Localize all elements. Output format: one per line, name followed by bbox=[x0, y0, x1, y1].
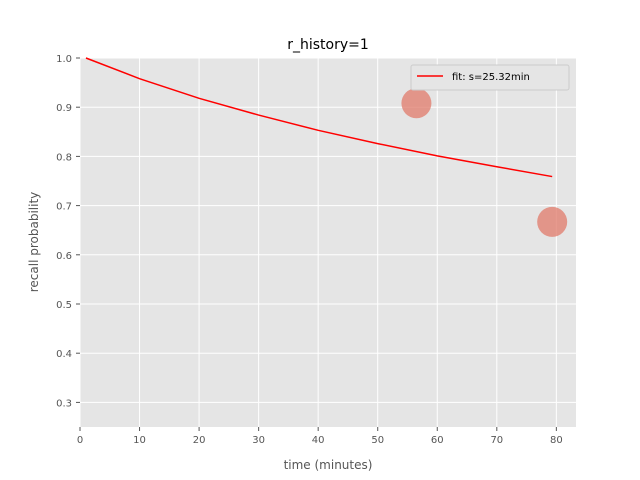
scatter-point bbox=[401, 88, 432, 119]
x-tick-label: 60 bbox=[431, 435, 444, 446]
x-tick-label: 0 bbox=[77, 435, 83, 446]
x-tick-label: 50 bbox=[371, 435, 384, 446]
y-tick-label: 1.0 bbox=[56, 54, 72, 65]
x-tick-label: 20 bbox=[193, 435, 206, 446]
fit-line bbox=[85, 57, 553, 178]
legend-label: fit: s=25.32min bbox=[452, 72, 530, 83]
x-tick-label: 40 bbox=[312, 435, 325, 446]
y-tick-label: 0.7 bbox=[56, 202, 72, 213]
legend: fit: s=25.32min bbox=[410, 64, 570, 91]
y-tick-label: 0.8 bbox=[56, 152, 72, 163]
x-tick-label: 80 bbox=[550, 435, 563, 446]
legend-box bbox=[410, 64, 570, 91]
x-tick-label: 30 bbox=[252, 435, 265, 446]
grid bbox=[79, 57, 576, 427]
x-ticks: 0 10 20 30 40 50 60 70 80 bbox=[77, 427, 563, 446]
plot-background bbox=[80, 58, 576, 427]
y-tick-label: 0.3 bbox=[56, 398, 72, 409]
y-axis-label: recall probability bbox=[27, 192, 41, 293]
y-tick-label: 0.6 bbox=[56, 251, 72, 262]
y-ticks: 0.3 0.4 0.5 0.6 0.7 0.8 0.9 1.0 bbox=[56, 54, 80, 409]
y-tick-label: 0.5 bbox=[56, 300, 72, 311]
scatter-points-group bbox=[401, 88, 568, 237]
scatter-point bbox=[537, 206, 568, 237]
x-axis-label: time (minutes) bbox=[284, 458, 373, 472]
y-tick-label: 0.4 bbox=[56, 349, 72, 360]
fit-line-group bbox=[85, 57, 553, 178]
x-tick-label: 70 bbox=[490, 435, 503, 446]
x-tick-label: 10 bbox=[133, 435, 146, 446]
y-tick-label: 0.9 bbox=[56, 103, 72, 114]
chart-title: r_history=1 bbox=[287, 37, 369, 53]
